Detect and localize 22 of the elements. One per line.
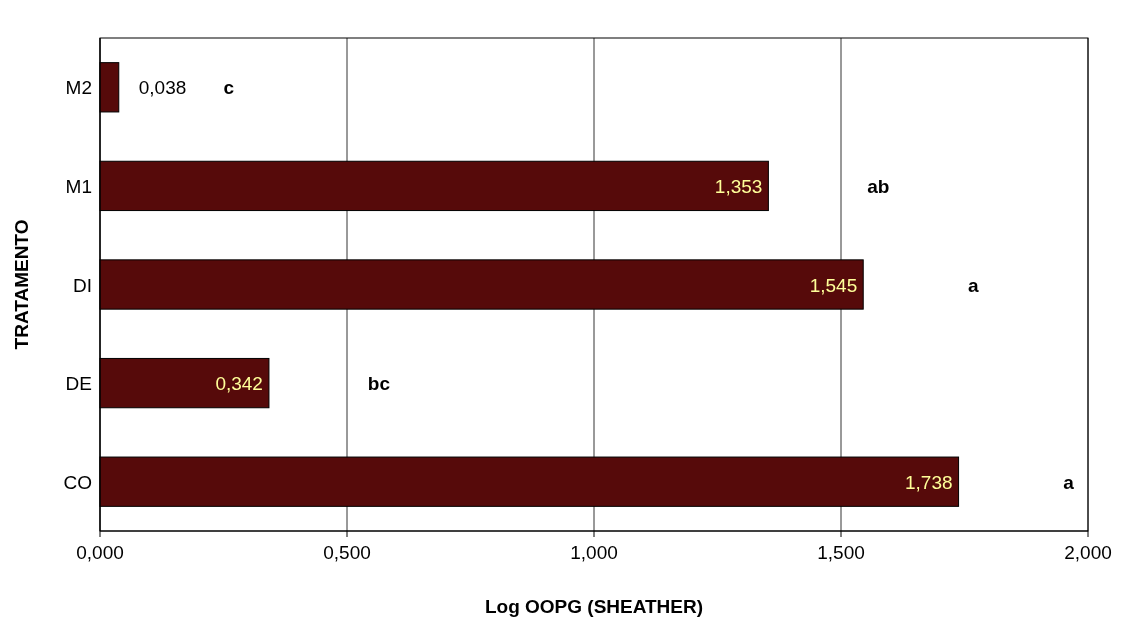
annotation: ab xyxy=(867,175,890,197)
annotation: c xyxy=(223,77,235,99)
annotation: a xyxy=(1063,471,1075,493)
data-label: 1,738 xyxy=(905,471,953,493)
x-tick-label: 1,000 xyxy=(570,542,618,563)
y-tick-label: M2 xyxy=(65,77,92,99)
y-axis-title: TRATAMENTO xyxy=(11,219,32,350)
x-tick-label: 0,000 xyxy=(76,542,124,563)
x-tick-label: 2,000 xyxy=(1064,542,1112,563)
x-tick-label: 1,500 xyxy=(817,542,865,563)
x-tick-label: 0,500 xyxy=(323,542,371,563)
data-label: 0,038 xyxy=(138,77,187,99)
data-label: 0,342 xyxy=(215,373,263,395)
annotation: a xyxy=(967,274,979,296)
data-label: 1,545 xyxy=(809,274,858,296)
y-tick-label: DE xyxy=(65,373,92,395)
y-tick-label: CO xyxy=(63,471,92,493)
y-tick-label: DI xyxy=(73,274,92,296)
y-tick-label: M1 xyxy=(65,175,92,197)
x-axis-title: Log OOPG (SHEATHER) xyxy=(484,596,704,617)
data-label: 1,353 xyxy=(714,175,763,197)
annotation: bc xyxy=(367,373,391,395)
